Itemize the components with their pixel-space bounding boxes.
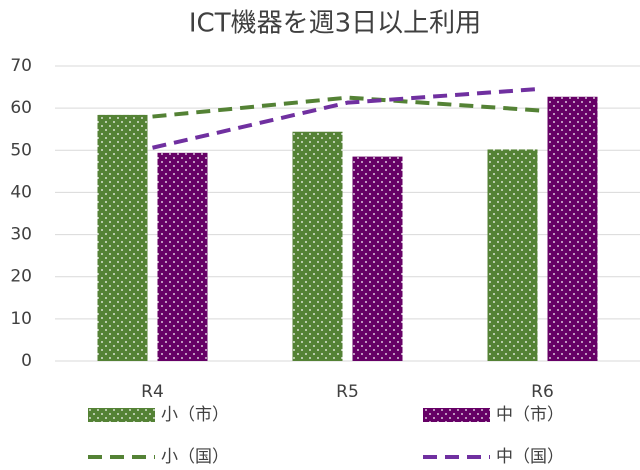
bar <box>157 152 208 361</box>
bar <box>352 156 403 361</box>
bar <box>97 114 148 361</box>
y-tick-label: 50 <box>10 140 32 160</box>
x-tick-label: R4 <box>141 382 164 402</box>
bar <box>487 149 538 361</box>
line <box>152 86 543 150</box>
y-tick-label: 40 <box>10 182 32 202</box>
x-tick-label: R5 <box>336 382 359 402</box>
legend-label: 小（市） <box>161 405 229 425</box>
line <box>152 95 543 119</box>
chart-title: ICT機器を週3日以上利用 <box>189 9 481 39</box>
legend-swatch <box>88 408 155 422</box>
y-tick-label: 0 <box>21 351 32 371</box>
y-tick-label: 20 <box>10 267 32 287</box>
legend-label: 中（国） <box>496 447 564 467</box>
y-tick-label: 60 <box>10 98 32 118</box>
bar <box>292 131 343 361</box>
y-tick-label: 10 <box>10 309 32 329</box>
y-tick-label: 30 <box>10 225 32 245</box>
x-tick-label: R6 <box>531 382 554 402</box>
bar <box>547 96 598 361</box>
legend-label: 小（国） <box>161 447 229 467</box>
legend-swatch <box>423 408 490 422</box>
y-tick-label: 70 <box>10 56 32 76</box>
legend-label: 中（市） <box>496 405 564 425</box>
